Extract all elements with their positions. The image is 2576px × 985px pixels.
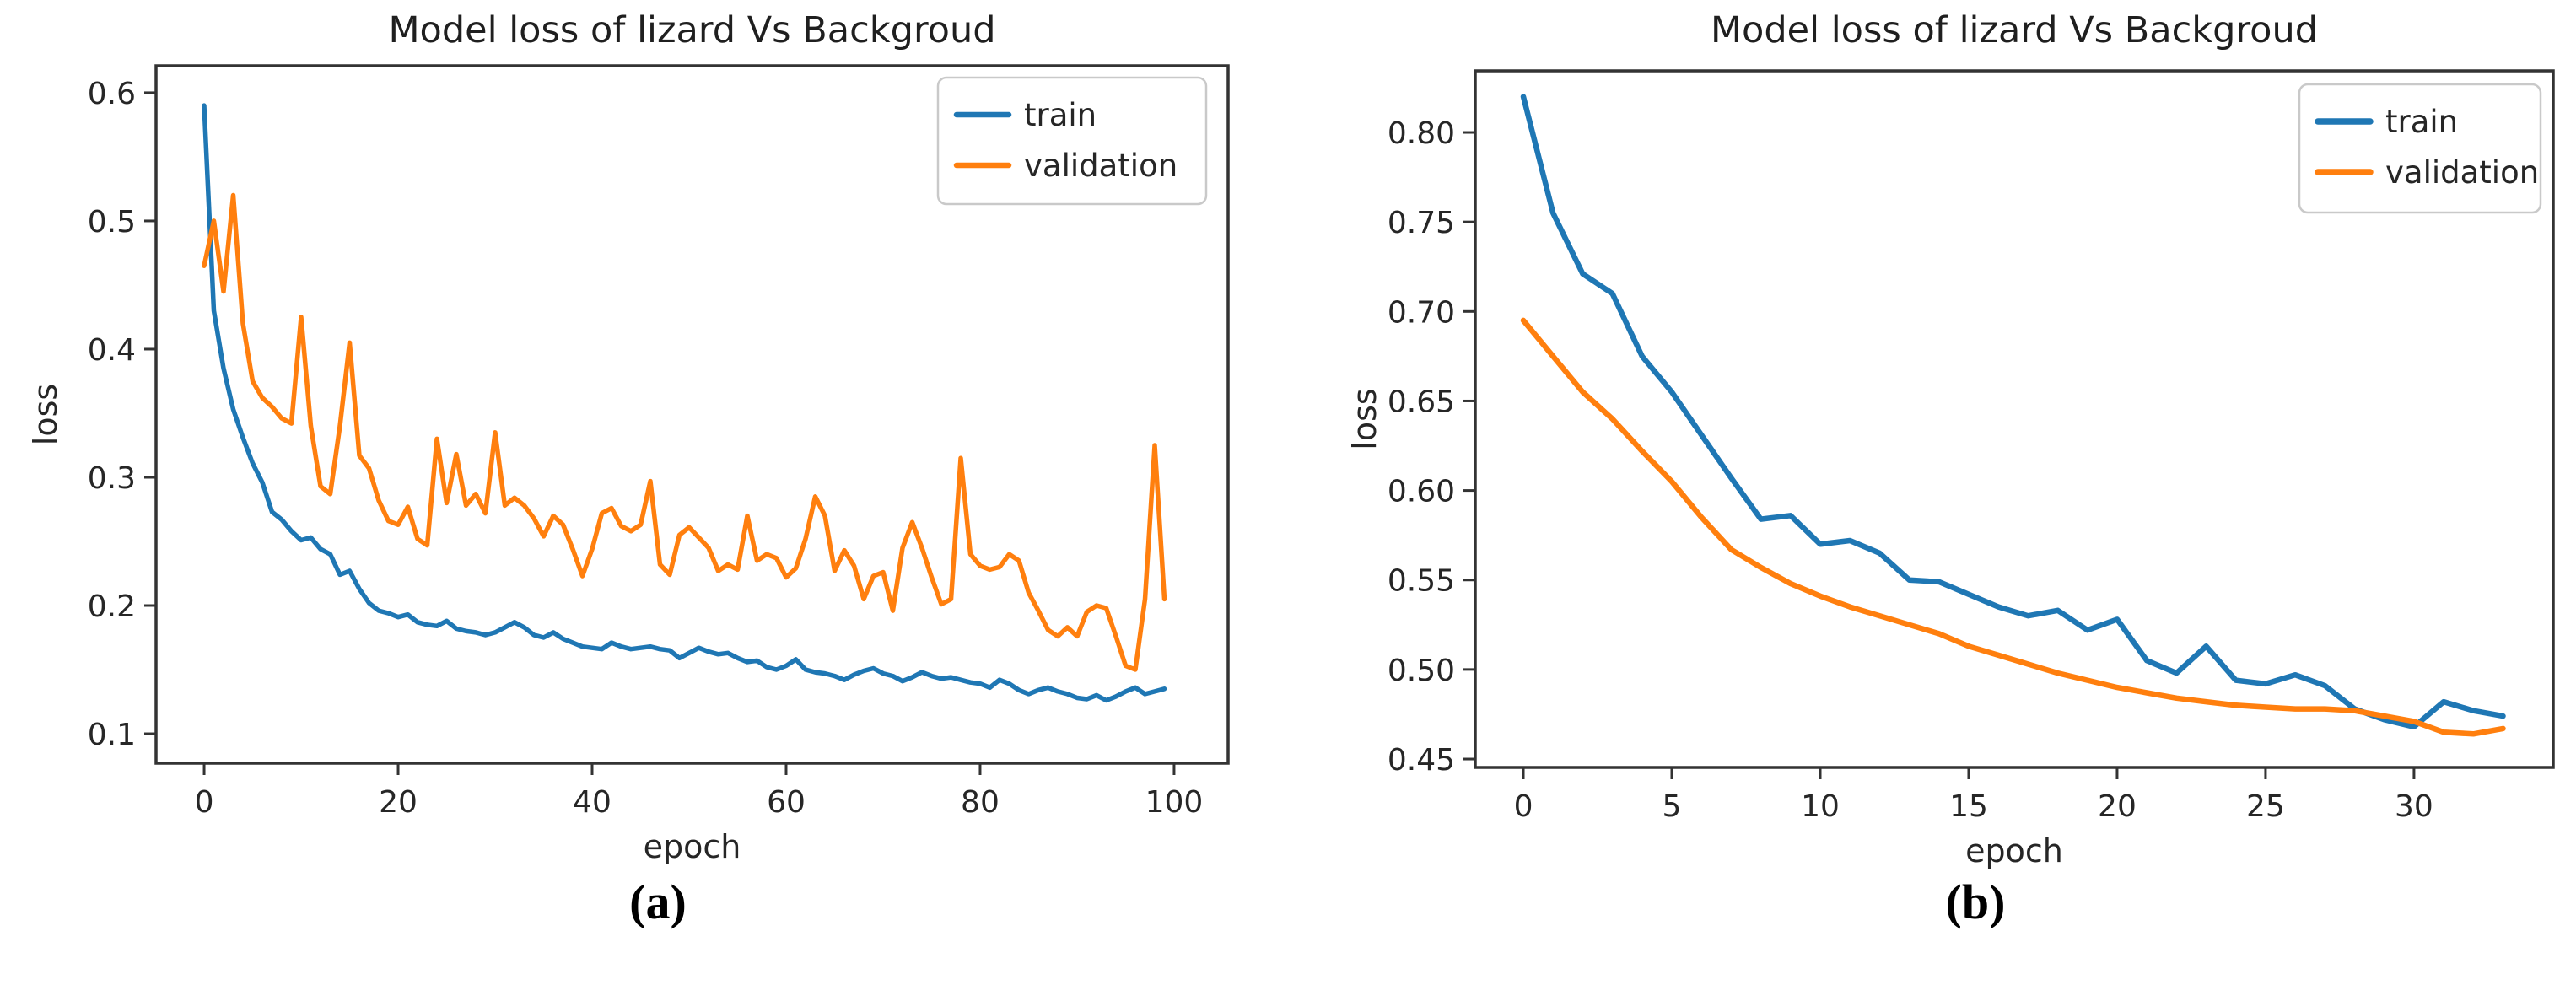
chart-title-a: Model loss of lizard Vs Backgroud [388,9,995,51]
y-tick-label: 0.2 [88,589,136,624]
series-train-line-b [1520,94,2506,730]
x-axis-label-a: epoch [644,828,741,865]
x-tick-label: 15 [1949,789,1988,824]
x-tick-label: 80 [961,785,1000,820]
x-tick-label: 5 [1663,789,1682,824]
x-tick-label: 40 [573,785,612,820]
x-tick-label: 0 [195,785,214,820]
caption-panel-b: (b) [1945,875,2006,929]
series-validation-line-a [202,192,1167,672]
x-tick-label: 10 [1801,789,1840,824]
x-tick-label: 30 [2395,789,2433,824]
y-tick-label: 0.80 [1388,116,1455,151]
legend-label-train: train [1024,97,1097,133]
y-tick-label: 0.6 [88,77,136,111]
y-axis-label-a: loss [27,384,64,445]
y-tick-label: 0.5 [88,205,136,240]
chart-title-b: Model loss of lizard Vs Backgroud [1711,9,2318,51]
caption-panel-a: (a) [629,875,687,929]
y-tick-label: 0.65 [1388,385,1455,419]
series-train-line-a [202,103,1167,703]
legend-label-validation: validation [2385,154,2539,191]
x-tick-label: 25 [2246,789,2285,824]
y-tick-label: 0.4 [88,333,136,368]
y-tick-label: 0.1 [88,718,136,752]
y-tick-label: 0.50 [1388,654,1455,688]
y-tick-label: 0.3 [88,461,136,496]
legend-label-validation: validation [1024,148,1178,184]
x-tick-label: 0 [1514,789,1533,824]
y-tick-label: 0.70 [1388,295,1455,330]
x-tick-label: 100 [1145,785,1204,820]
x-tick-label: 20 [379,785,418,820]
legend-box-a [936,76,1208,206]
y-tick-label: 0.60 [1388,475,1455,509]
y-axis-label-b: loss [1346,388,1383,449]
y-tick-label: 0.55 [1388,564,1455,599]
legend-box-b [2298,83,2542,214]
x-axis-label-b: epoch [1965,832,2063,869]
series-validation-line-b [1520,317,2506,737]
y-tick-label: 0.75 [1388,206,1455,240]
x-tick-label: 20 [2098,789,2137,824]
legend-label-train: train [2385,104,2458,140]
y-tick-label: 0.45 [1388,743,1455,778]
x-tick-label: 60 [767,785,806,820]
